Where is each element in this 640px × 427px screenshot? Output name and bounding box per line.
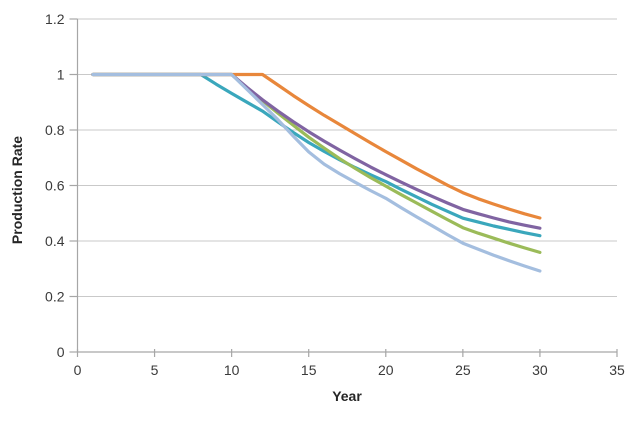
series-3-purple-line (91, 72, 542, 230)
y-tick-label-1: 1 (57, 67, 65, 83)
x-tick-label-0: 0 (74, 362, 82, 378)
y-tick-label-0.2: 0.2 (45, 289, 65, 305)
x-tick-label-35: 35 (609, 362, 625, 378)
series-2-green-line (91, 72, 542, 254)
y-tick-label-1.2: 1.2 (45, 11, 65, 27)
gridlines (77, 18, 617, 297)
x-tick-label-25: 25 (455, 362, 471, 378)
x-tick-label-30: 30 (532, 362, 548, 378)
y-tick-label-0: 0 (57, 344, 65, 360)
y-tick-label-0.4: 0.4 (45, 233, 65, 249)
y-axis-title: Production Rate (9, 136, 25, 244)
x-tick-label-10: 10 (224, 362, 240, 378)
x-tick-label-15: 15 (301, 362, 317, 378)
series-lines (91, 72, 542, 273)
x-axis-title: Year (332, 388, 362, 404)
x-tick-label-5: 5 (151, 362, 159, 378)
y-tick-label-0.6: 0.6 (45, 178, 65, 194)
series-5-lightblue-line (91, 72, 542, 273)
y-tick-label-0.8: 0.8 (45, 122, 65, 138)
tick-marks (69, 18, 618, 357)
x-tick-label-20: 20 (378, 362, 394, 378)
tick-labels: 0 5 10 15 20 25 30 35 0 0.2 0.4 0.6 0.8 1 1.2 (45, 11, 625, 378)
series-4-orange-line (91, 72, 542, 220)
